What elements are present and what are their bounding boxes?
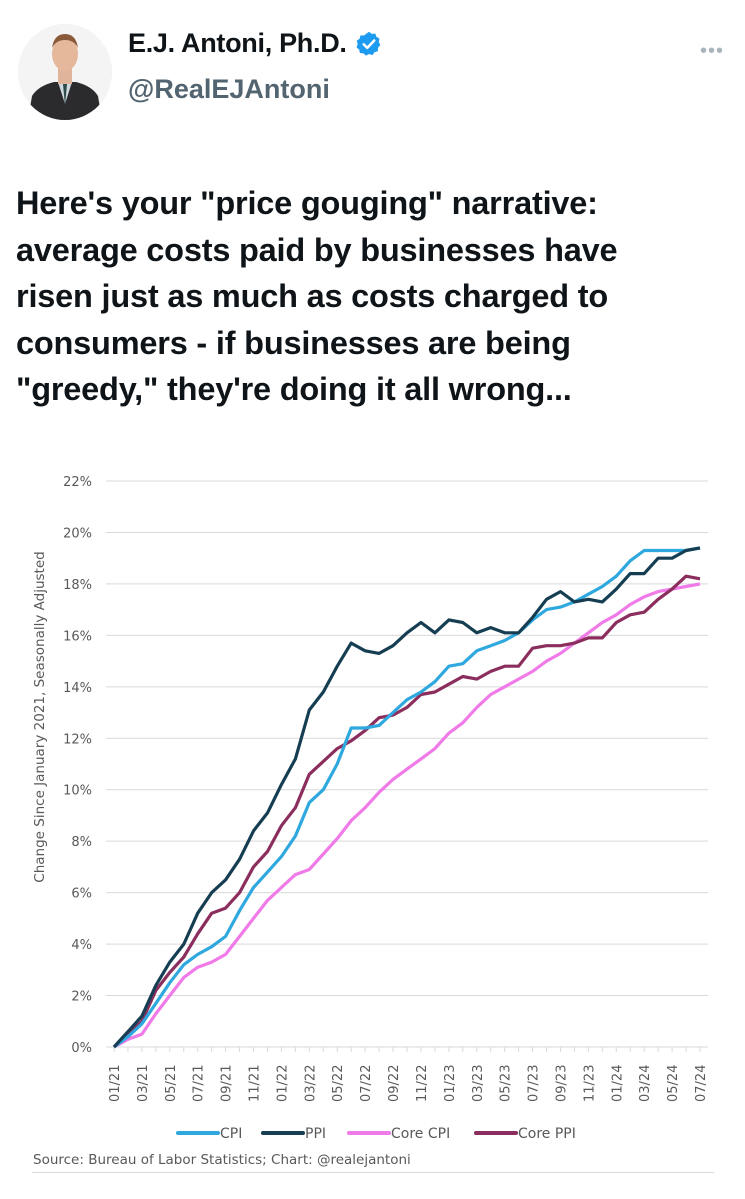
x-tick-label: 05/23 — [499, 1065, 514, 1102]
y-tick-label: 4% — [71, 938, 92, 953]
legend-label: Core CPI — [391, 1126, 450, 1142]
tweet-text: Here's your "price gouging" narrative: a… — [16, 180, 731, 413]
x-tick-label: 05/22 — [331, 1065, 346, 1102]
y-tick-label: 18% — [63, 578, 92, 593]
y-tick-label: 20% — [63, 526, 92, 541]
legend-label: PPI — [305, 1126, 326, 1142]
x-tick-label: 07/23 — [527, 1065, 542, 1102]
verified-badge-icon — [356, 31, 380, 56]
y-tick-label: 12% — [63, 732, 92, 747]
x-tick-label: 11/22 — [415, 1065, 430, 1102]
y-tick-label: 14% — [63, 681, 92, 696]
x-tick-label: 07/24 — [694, 1065, 709, 1102]
series-lines — [112, 546, 701, 1049]
series-line-ppi — [112, 546, 701, 1049]
x-tick-label: 11/21 — [248, 1065, 263, 1102]
line-chart[interactable]: 0% 2% 4% 6% 8% 10% 12% 14% 16% 18% 20% 22% 01/21 03/… — [0, 460, 745, 1172]
x-tick-label: 01/23 — [443, 1065, 458, 1102]
author-name-row[interactable]: E.J. Antoni, Ph.D. — [128, 28, 383, 59]
series-line-core-ppi — [112, 574, 701, 1049]
legend-label: Core PPI — [518, 1126, 576, 1142]
y-tick-label: 16% — [63, 629, 92, 644]
x-tick-label: 03/23 — [471, 1065, 486, 1102]
divider — [32, 1172, 714, 1173]
author-handle[interactable]: @RealEJAntoni — [128, 74, 330, 104]
x-tick-label: 05/21 — [164, 1065, 179, 1102]
x-tick-label: 01/24 — [610, 1065, 625, 1102]
avatar-photo — [18, 24, 112, 120]
avatar[interactable] — [18, 24, 112, 120]
x-tick-label: 09/23 — [554, 1065, 569, 1102]
legend-item: Core PPI — [474, 1126, 576, 1142]
x-tick-label: 07/22 — [359, 1065, 374, 1102]
gridlines — [106, 480, 708, 1052]
legend: CPI PPI Core CPI Core PPI — [176, 1126, 576, 1142]
tweet-line: "greedy," they're doing it all wrong... — [16, 371, 572, 407]
y-axis-label: Change Since January 2021, Seasonally Ad… — [32, 551, 48, 882]
tweet-line: consumers - if businesses are being — [16, 324, 571, 361]
y-tick-label: 8% — [71, 835, 92, 850]
y-tick-labels: 0% 2% 4% 6% 8% 10% 12% 14% 16% 18% 20% 22% — [63, 475, 92, 1056]
x-tick-label: 07/21 — [192, 1065, 207, 1102]
y-tick-label: 10% — [63, 784, 92, 799]
more-options-icon[interactable]: ••• — [700, 40, 725, 62]
y-tick-label: 6% — [71, 887, 92, 902]
series-line-core-cpi — [113, 582, 701, 1049]
x-tick-label: 03/24 — [638, 1065, 653, 1102]
x-tick-labels: 01/21 03/21 05/21 07/21 09/21 11/21 01/22 03/22… — [108, 1065, 709, 1102]
x-tick-label: 01/21 — [108, 1065, 123, 1102]
tweet-line: Here's your "price gouging" narrative: — [16, 185, 598, 221]
y-tick-label: 2% — [71, 990, 92, 1005]
x-tick-label: 11/23 — [582, 1065, 597, 1102]
x-tick-label: 01/22 — [275, 1065, 290, 1102]
legend-label: CPI — [220, 1126, 242, 1142]
legend-item: CPI — [176, 1126, 242, 1142]
series-line-cpi — [113, 546, 701, 1049]
x-tick-label: 09/22 — [387, 1065, 402, 1102]
x-tick-label: 03/22 — [303, 1065, 318, 1102]
chart-source: Source: Bureau of Labor Statistics; Char… — [33, 1152, 411, 1168]
author-name[interactable]: E.J. Antoni, Ph.D. — [128, 28, 347, 58]
legend-item: PPI — [261, 1126, 326, 1142]
x-tick-label: 05/24 — [666, 1065, 681, 1102]
tweet-line: average costs paid by businesses have — [16, 231, 618, 268]
y-tick-label: 0% — [71, 1041, 92, 1056]
legend-item: Core CPI — [347, 1126, 450, 1142]
x-tick-label: 03/21 — [136, 1065, 151, 1102]
tweet-line: risen just as much as costs charged to — [16, 278, 609, 314]
y-tick-label: 22% — [63, 475, 92, 490]
x-tick-label: 09/21 — [220, 1065, 235, 1102]
